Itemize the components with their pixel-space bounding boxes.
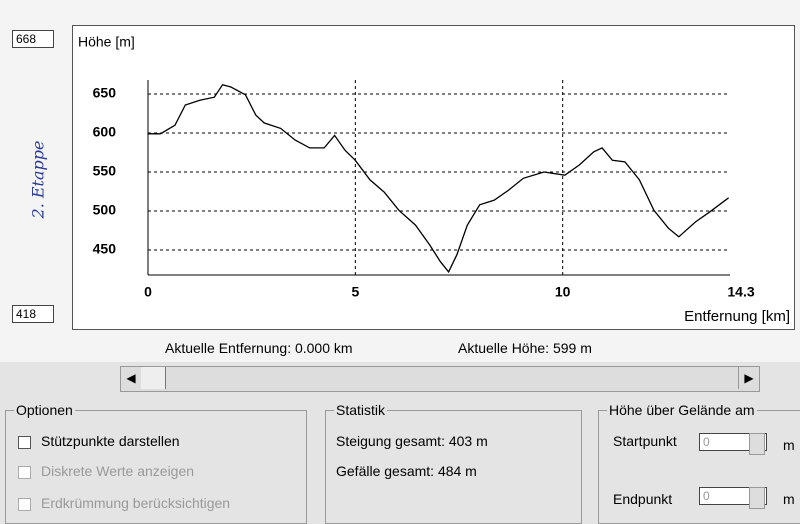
stat-line: Steigung gesamt: 403 m [336,433,488,449]
y-tick-label: 650 [93,85,117,101]
spinner[interactable] [749,487,765,509]
unit: m [783,437,795,453]
group-title: Statistik [334,402,388,418]
checkbox: Erdkrümmung berücksichtigen [18,495,230,511]
chart: Höhe [m] Entfernung [km] 450 500 550 600 650… [72,25,795,330]
scroll-left[interactable]: ◀ [121,367,142,389]
options-group: Optionen Stützpunkte darstellen Diskrete… [5,402,307,524]
x-tick-label: 5 [351,284,359,300]
group-title: Optionen [14,402,75,418]
unit: m [783,491,795,507]
y-axis-title: Höhe [m] [78,34,135,50]
checkbox-label: Stützpunkte darstellen [41,433,180,449]
elevation-line [148,83,729,274]
x-tick-label: 10 [555,284,571,300]
status-distance: Aktuelle Entfernung: 0.000 km [165,340,353,356]
height-group: Höhe über Gelände am Startpunkt 0 m Endp… [598,402,800,524]
checkbox[interactable]: Stützpunkte darstellen [18,433,180,449]
handwritten-note: 2. Etappe [28,140,48,219]
field-label: Endpunkt [613,491,673,507]
y-min-field[interactable]: 418 [12,305,54,323]
y-tick-label: 600 [93,124,117,140]
checkbox-label: Erdkrümmung berücksichtigen [41,495,231,511]
y-tick-label: 450 [93,241,117,257]
scroll-right[interactable]: ▶ [738,367,759,389]
stat-line: Gefälle gesamt: 484 m [336,463,477,479]
group-title: Höhe über Gelände am [607,402,757,418]
scrollbar[interactable]: ◀ ▶ [120,366,760,392]
x-tick-label: 0 [144,284,152,300]
y-tick-label: 550 [93,163,117,179]
y-tick-label: 500 [93,202,117,218]
x-tick-label: 14.3 [727,284,754,300]
field-label: Startpunkt [613,433,677,449]
checkbox-label: Diskrete Werte anzeigen [41,463,195,479]
spinner[interactable] [749,433,765,455]
chart-frame [72,25,795,330]
status-height: Aktuelle Höhe: 599 m [458,340,592,356]
scroll-thumb[interactable] [141,367,166,389]
y-max-field[interactable]: 668 [12,30,54,48]
x-axis-title: Entfernung [km] [684,308,790,325]
statistics-group: Statistik Steigung gesamt: 403 m Gefälle… [325,402,582,524]
checkbox: Diskrete Werte anzeigen [18,463,194,479]
